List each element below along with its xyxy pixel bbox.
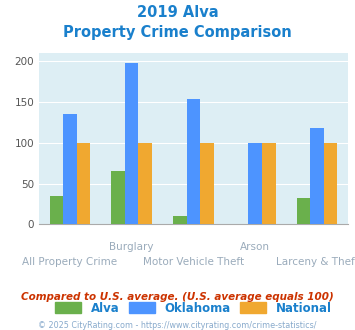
Bar [63, 114, 77, 224]
Text: © 2025 CityRating.com - https://www.cityrating.com/crime-statistics/: © 2025 CityRating.com - https://www.city… [38, 321, 317, 330]
Bar [187, 99, 200, 224]
Text: Burglary: Burglary [109, 242, 154, 251]
Bar [324, 143, 337, 224]
Text: Compared to U.S. average. (U.S. average equals 100): Compared to U.S. average. (U.S. average … [21, 292, 334, 302]
Legend: Alva, Oklahoma, National: Alva, Oklahoma, National [55, 302, 332, 314]
Bar [173, 216, 187, 224]
Bar [138, 143, 152, 224]
Text: Property Crime Comparison: Property Crime Comparison [63, 25, 292, 40]
Text: Motor Vehicle Theft: Motor Vehicle Theft [143, 257, 244, 267]
Text: Larceny & Theft: Larceny & Theft [275, 257, 355, 267]
Bar [310, 128, 324, 224]
Bar [262, 143, 275, 224]
Bar [77, 143, 90, 224]
Bar [50, 196, 63, 224]
Bar [248, 143, 262, 224]
Text: All Property Crime: All Property Crime [22, 257, 118, 267]
Bar [111, 171, 125, 224]
Text: Arson: Arson [240, 242, 270, 251]
Bar [125, 63, 138, 224]
Text: 2019 Alva: 2019 Alva [137, 5, 218, 20]
Bar [200, 143, 214, 224]
Bar [297, 198, 310, 224]
